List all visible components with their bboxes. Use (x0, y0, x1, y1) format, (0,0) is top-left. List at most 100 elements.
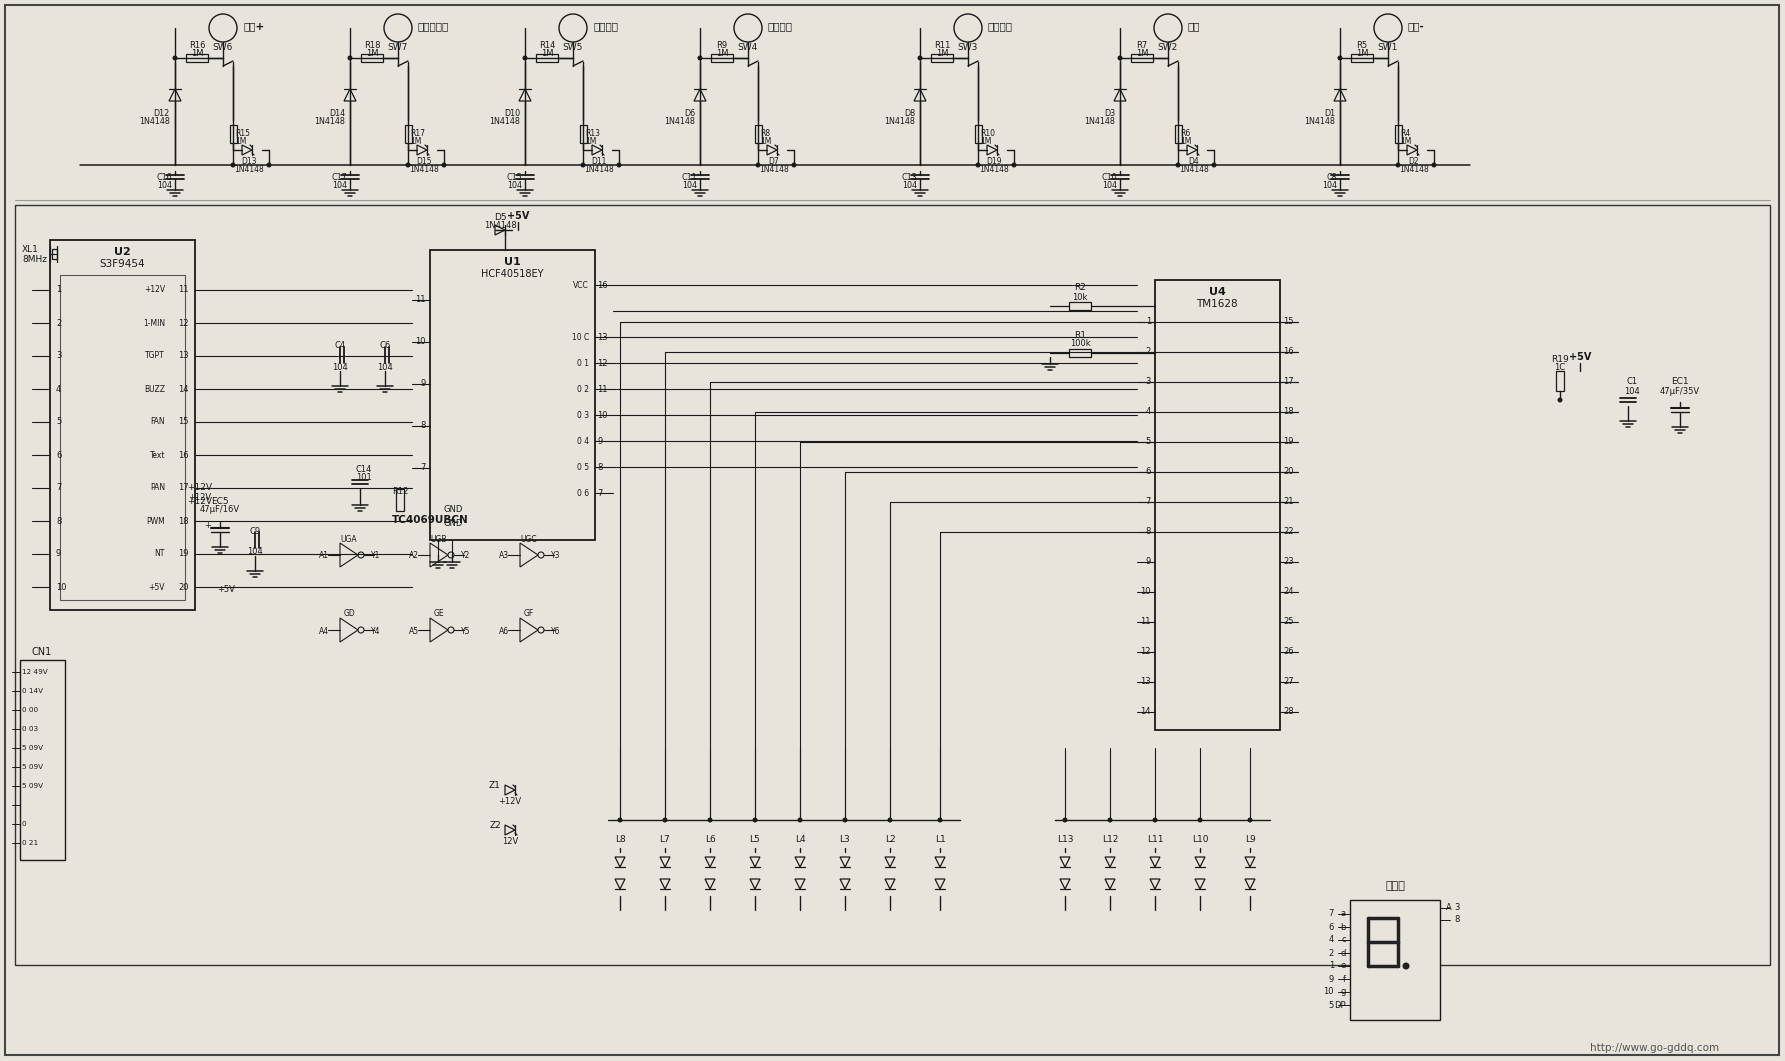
Polygon shape (794, 857, 805, 867)
Text: GND: GND (444, 505, 464, 515)
Text: R4: R4 (1399, 129, 1410, 139)
Circle shape (266, 162, 271, 168)
Text: L9: L9 (1244, 835, 1255, 845)
Text: L10: L10 (1192, 835, 1208, 845)
Text: 10: 10 (416, 337, 427, 347)
Text: 3: 3 (55, 351, 61, 361)
Polygon shape (170, 89, 180, 101)
Text: A2: A2 (409, 552, 419, 560)
Text: 负离子开关: 负离子开关 (418, 21, 450, 31)
Circle shape (1396, 162, 1401, 168)
Circle shape (405, 162, 411, 168)
Text: 12: 12 (178, 318, 189, 328)
Text: 104: 104 (332, 363, 348, 371)
Bar (1557, 371, 1564, 392)
Text: C14: C14 (355, 466, 373, 474)
Text: EC1: EC1 (1671, 378, 1689, 386)
Text: R16: R16 (189, 41, 205, 51)
Text: 5 09V: 5 09V (21, 764, 43, 770)
Circle shape (1403, 962, 1410, 970)
Text: FAN: FAN (150, 417, 164, 427)
Text: 19: 19 (1283, 437, 1294, 447)
Text: C15: C15 (507, 173, 521, 181)
Polygon shape (1244, 879, 1255, 889)
Text: L13: L13 (1057, 835, 1073, 845)
Text: D11: D11 (591, 157, 607, 167)
Text: Y2: Y2 (461, 552, 471, 560)
Polygon shape (660, 879, 669, 889)
Circle shape (209, 14, 237, 42)
Bar (396, 489, 403, 511)
Text: R1: R1 (1075, 330, 1085, 340)
Text: 1N4148: 1N4148 (484, 221, 516, 229)
Text: +: + (205, 521, 211, 529)
Text: XL1: XL1 (21, 245, 39, 255)
Text: A3: A3 (500, 552, 509, 560)
Text: 0 6: 0 6 (577, 488, 589, 498)
Text: 1M: 1M (1357, 50, 1369, 58)
Text: R14: R14 (539, 41, 555, 51)
Polygon shape (885, 857, 894, 867)
Text: 1N4148: 1N4148 (980, 166, 1009, 174)
Text: Y6: Y6 (552, 626, 560, 636)
Circle shape (887, 817, 892, 822)
Text: 21: 21 (1283, 498, 1294, 506)
Text: +12V: +12V (187, 484, 212, 492)
Text: http://www.go-gddq.com: http://www.go-gddq.com (1590, 1043, 1719, 1053)
Text: e: e (1341, 961, 1346, 971)
Polygon shape (519, 89, 530, 101)
Text: Z2: Z2 (489, 820, 502, 830)
Text: 3: 3 (1455, 904, 1460, 912)
Text: L1: L1 (935, 835, 946, 845)
Text: 1M: 1M (1399, 138, 1412, 146)
Polygon shape (505, 785, 516, 795)
Circle shape (707, 817, 712, 822)
Text: 功率-: 功率- (1408, 21, 1424, 31)
Text: 104: 104 (1101, 180, 1117, 190)
Polygon shape (705, 857, 716, 867)
Text: C9: C9 (250, 527, 261, 537)
Text: 18: 18 (178, 517, 189, 525)
Text: 26: 26 (1283, 647, 1294, 657)
Text: 24: 24 (1283, 588, 1294, 596)
Text: 1C: 1C (1555, 363, 1565, 371)
Text: 2: 2 (1146, 348, 1151, 356)
Circle shape (791, 162, 796, 168)
Text: 15: 15 (178, 417, 189, 427)
Bar (1349, 900, 1440, 1020)
Text: D13: D13 (241, 157, 257, 167)
Circle shape (448, 627, 453, 633)
Text: R10: R10 (980, 129, 994, 139)
Text: U4: U4 (1208, 286, 1226, 297)
Polygon shape (1194, 879, 1205, 889)
Text: 10: 10 (55, 582, 66, 591)
Circle shape (1062, 817, 1067, 822)
Text: 1: 1 (1328, 961, 1333, 971)
Text: 14: 14 (178, 384, 189, 394)
Text: 5 09V: 5 09V (21, 745, 43, 751)
Text: BUZZ: BUZZ (145, 384, 164, 394)
Text: GD: GD (343, 609, 355, 619)
Text: R7: R7 (1137, 41, 1148, 51)
Text: 9: 9 (596, 436, 602, 446)
Polygon shape (1407, 145, 1417, 155)
Text: 6: 6 (1328, 922, 1333, 932)
Text: HCF40518EY: HCF40518EY (480, 269, 543, 279)
Text: C17: C17 (332, 173, 346, 181)
Text: D10: D10 (503, 108, 519, 118)
Polygon shape (345, 89, 355, 101)
Text: 12V: 12V (502, 837, 518, 847)
Bar (52, 249, 57, 259)
Text: D1: D1 (1324, 108, 1335, 118)
Text: +5V: +5V (507, 211, 528, 221)
Text: R9: R9 (716, 41, 728, 51)
Text: g: g (1341, 988, 1346, 996)
Text: 16: 16 (178, 451, 189, 459)
Circle shape (1432, 162, 1437, 168)
Text: 4: 4 (55, 384, 61, 394)
Text: 1N4148: 1N4148 (1305, 117, 1335, 125)
Text: 8: 8 (596, 463, 602, 471)
Polygon shape (519, 543, 537, 567)
Text: 1: 1 (1146, 317, 1151, 327)
Text: +12V: +12V (187, 498, 212, 506)
